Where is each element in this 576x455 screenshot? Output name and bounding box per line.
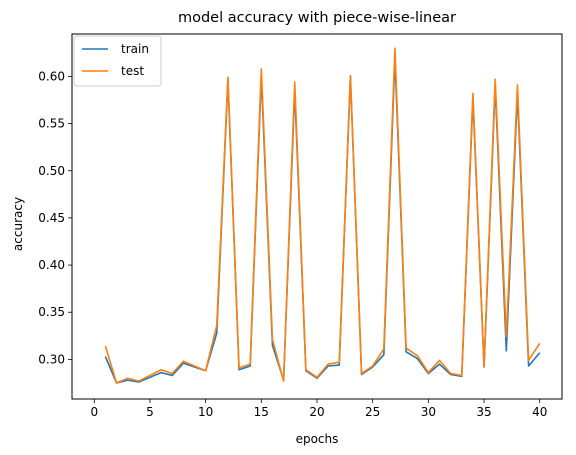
x-tick-label: 15 bbox=[254, 405, 269, 419]
y-tick-label: 0.35 bbox=[38, 305, 65, 319]
y-tick-label: 0.50 bbox=[38, 164, 65, 178]
y-tick-label: 0.55 bbox=[38, 117, 65, 131]
legend-train-label: train bbox=[121, 42, 149, 56]
x-axis-label: epochs bbox=[296, 432, 339, 446]
x-tick-label: 0 bbox=[90, 405, 98, 419]
y-tick-label: 0.30 bbox=[38, 352, 65, 366]
chart-title: model accuracy with piece-wise-linear bbox=[178, 10, 456, 26]
y-tick-label: 0.60 bbox=[38, 69, 65, 83]
series-group bbox=[104, 47, 541, 384]
legend: train test bbox=[73, 35, 162, 87]
y-axis-label: accuracy bbox=[11, 197, 25, 251]
series-line-test bbox=[104, 47, 541, 384]
x-axis: 0 5 10 15 20 25 30 35 40 bbox=[90, 399, 547, 419]
x-tick-label: 35 bbox=[476, 405, 491, 419]
x-tick-label: 5 bbox=[146, 405, 154, 419]
x-tick-label: 25 bbox=[365, 405, 380, 419]
x-tick-label: 10 bbox=[198, 405, 213, 419]
legend-test-label: test bbox=[121, 64, 144, 78]
x-tick-label: 20 bbox=[309, 405, 324, 419]
x-tick-label: 40 bbox=[532, 405, 547, 419]
y-tick-label: 0.45 bbox=[38, 211, 65, 225]
y-tick-label: 0.40 bbox=[38, 258, 65, 272]
x-tick-label: 30 bbox=[421, 405, 436, 419]
y-axis: 0.30 0.35 0.40 0.45 0.50 0.55 0.60 bbox=[38, 69, 72, 366]
